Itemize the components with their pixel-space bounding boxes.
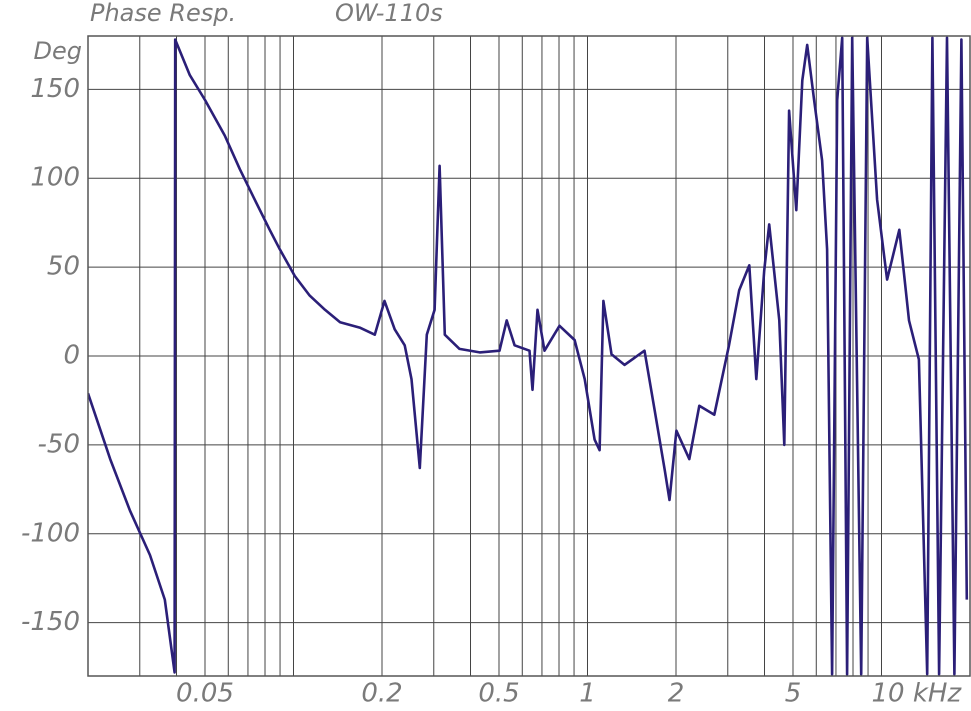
y-tick-label: 50: [47, 252, 80, 282]
x-tick-label: 10 kHz: [871, 679, 962, 708]
y-axis-label: Deg: [34, 37, 82, 65]
y-tick-label: -100: [21, 518, 80, 548]
chart-title: Phase Resp.: [90, 0, 236, 27]
y-tick-label: -50: [38, 429, 80, 459]
phase-line: [88, 36, 969, 676]
x-tick-label: 0.2: [361, 679, 402, 708]
x-tick-label: 5: [785, 679, 802, 708]
y-tick-label: 0: [63, 341, 80, 371]
x-tick-label: 2: [668, 679, 685, 708]
chart-subtitle: OW-110s: [335, 0, 443, 27]
x-tick-label: 1: [579, 679, 596, 708]
y-tick-label: -150: [21, 607, 80, 637]
y-tick-label: 150: [30, 74, 80, 104]
y-tick-label: 100: [30, 163, 80, 193]
x-tick-label: 0.05: [176, 679, 234, 708]
plot-frame: [87, 35, 971, 677]
x-tick-label: 0.5: [478, 679, 519, 708]
